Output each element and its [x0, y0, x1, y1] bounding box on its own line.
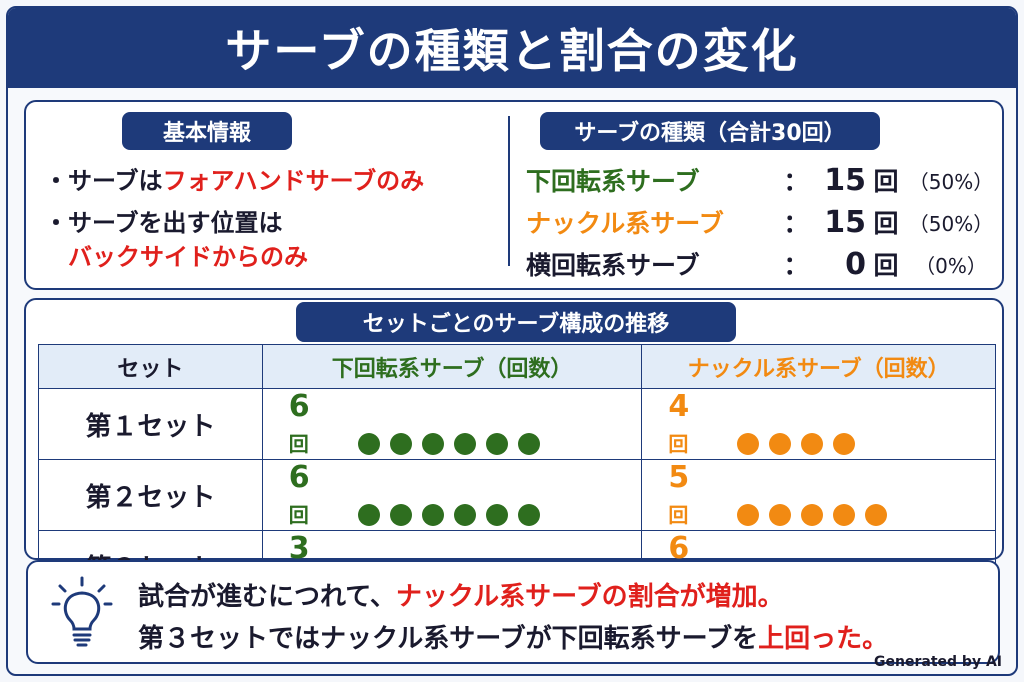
transition-heading: セットごとのサーブ構成の推移 — [296, 302, 736, 342]
underspin-dot — [485, 433, 508, 455]
underspin-dots — [357, 429, 550, 459]
underspin-dot — [517, 504, 540, 526]
stat-pct: （50%） — [908, 169, 994, 194]
stat-name: 横回転系サーブ — [526, 251, 700, 280]
underspin-cell: 6回 — [261, 388, 643, 460]
count-value: 5 — [668, 460, 690, 495]
stat-colon: ： — [783, 209, 809, 238]
ai-credit: Generated by AI — [874, 654, 1002, 670]
knuckle-dot — [865, 504, 888, 526]
knuckle-dot — [769, 433, 792, 455]
item2-line1: ・サーブを出す位置は — [44, 209, 283, 237]
underspin-dot — [389, 433, 412, 455]
summary-line-1: 試合が進むにつれて、ナックル系サーブの割合が増加。 — [138, 576, 784, 613]
knuckle-dot — [833, 433, 856, 455]
header-knuckle: ナックル系サーブ（回数） — [641, 344, 996, 389]
stat-row-knuckle: ナックル系サーブ ： 15 回 （50%） — [526, 204, 996, 240]
underspin-dot — [453, 504, 476, 526]
summary-line2-prefix: 第３セットではナックル系サーブが下回転系サーブを — [138, 624, 759, 654]
count-value: 4 — [668, 389, 690, 424]
serve-types-heading: サーブの種類（合計30回） — [540, 112, 880, 150]
knuckle-dot — [737, 504, 760, 526]
count-value: 3 — [288, 531, 310, 566]
underspin-count: 6回 — [263, 389, 319, 459]
transition-panel: セットごとのサーブ構成の推移 セット 下回転系サーブ（回数） ナックル系サーブ（… — [24, 298, 1004, 602]
summary-line1-highlight: ナックル系サーブの割合が増加。 — [395, 582, 784, 612]
header-set: セット — [38, 344, 263, 389]
basic-info-heading: 基本情報 — [122, 112, 292, 150]
stat-pct: （50%） — [908, 211, 994, 236]
knuckle-dot — [769, 504, 792, 526]
underspin-dot — [389, 504, 412, 526]
count-unit: 回 — [668, 432, 689, 456]
underspin-dot — [421, 433, 444, 455]
info-panel: 基本情報 ・サーブはフォアハンドサーブのみ ・サーブを出す位置は バックサイドか… — [24, 100, 1004, 290]
item2-highlight: バックサイドからのみ — [68, 243, 308, 271]
stat-unit: 回 — [873, 209, 899, 238]
knuckle-cell: 5回 — [641, 459, 996, 531]
basic-info-item-2: ・サーブを出す位置は バックサイドからのみ — [44, 206, 308, 274]
knuckle-cell: 4回 — [641, 388, 996, 460]
underspin-dot — [485, 504, 508, 526]
header-underspin: 下回転系サーブ（回数） — [261, 344, 643, 389]
infographic-frame: サーブの種類と割合の変化 基本情報 ・サーブはフォアハンドサーブのみ ・サーブを… — [6, 6, 1018, 676]
table-row: 第２セット 6回 5回 — [38, 459, 996, 531]
stat-count: 0 — [845, 246, 866, 282]
stat-colon: ： — [783, 167, 809, 196]
count-value: 6 — [288, 460, 310, 495]
underspin-dot — [421, 504, 444, 526]
knuckle-dot — [737, 433, 760, 455]
underspin-dot — [453, 433, 476, 455]
stat-count: 15 — [824, 162, 866, 198]
summary-panel: 試合が進むにつれて、ナックル系サーブの割合が増加。 第３セットではナックル系サー… — [26, 560, 1000, 664]
stat-row-underspin: 下回転系サーブ ： 15 回 （50%） — [526, 162, 996, 198]
underspin-dots — [357, 500, 550, 530]
underspin-cell: 6回 — [261, 459, 643, 531]
stat-count: 15 — [824, 204, 866, 240]
lightbulb-icon — [51, 576, 113, 647]
count-value: 6 — [288, 389, 310, 424]
knuckle-dot — [801, 433, 824, 455]
count-unit: 回 — [668, 503, 689, 527]
stat-colon: ： — [783, 251, 809, 280]
count-value: 6 — [668, 531, 690, 566]
underspin-dot — [357, 433, 380, 455]
stat-name: 下回転系サーブ — [526, 167, 700, 196]
stat-unit: 回 — [873, 251, 899, 280]
count-unit: 回 — [288, 503, 309, 527]
underspin-dot — [517, 433, 540, 455]
stat-name: ナックル系サーブ — [526, 209, 724, 238]
knuckle-dots — [737, 429, 865, 459]
stat-row-sidespin: 横回転系サーブ ： 0 回 （0%） — [526, 246, 996, 282]
stat-pct: （0%） — [915, 253, 987, 278]
basic-info-item-1: ・サーブはフォアハンドサーブのみ — [44, 164, 424, 198]
knuckle-count: 5回 — [642, 460, 698, 530]
stat-unit: 回 — [873, 167, 899, 196]
knuckle-dot — [833, 504, 856, 526]
count-unit: 回 — [288, 432, 309, 456]
knuckle-dot — [801, 504, 824, 526]
summary-line1-prefix: 試合が進むにつれて、 — [138, 582, 396, 612]
table-row: 第１セット 6回 4回 — [38, 388, 996, 460]
table-header-row: セット 下回転系サーブ（回数） ナックル系サーブ（回数） — [38, 344, 996, 389]
summary-line-2: 第３セットではナックル系サーブが下回転系サーブを上回った。 — [138, 618, 888, 655]
item1-highlight: フォアハンドサーブのみ — [162, 167, 425, 195]
panel-divider — [508, 116, 510, 266]
knuckle-count: 4回 — [642, 389, 698, 459]
underspin-dot — [357, 504, 380, 526]
page-title: サーブの種類と割合の変化 — [225, 24, 799, 78]
knuckle-dots — [737, 500, 897, 530]
set-label: 第２セット — [38, 459, 263, 531]
title-bar: サーブの種類と割合の変化 — [8, 8, 1016, 88]
summary-line2-highlight: 上回った。 — [758, 624, 889, 654]
underspin-count: 6回 — [263, 460, 319, 530]
set-label: 第１セット — [38, 388, 263, 460]
item1-prefix: ・サーブは — [44, 167, 163, 195]
